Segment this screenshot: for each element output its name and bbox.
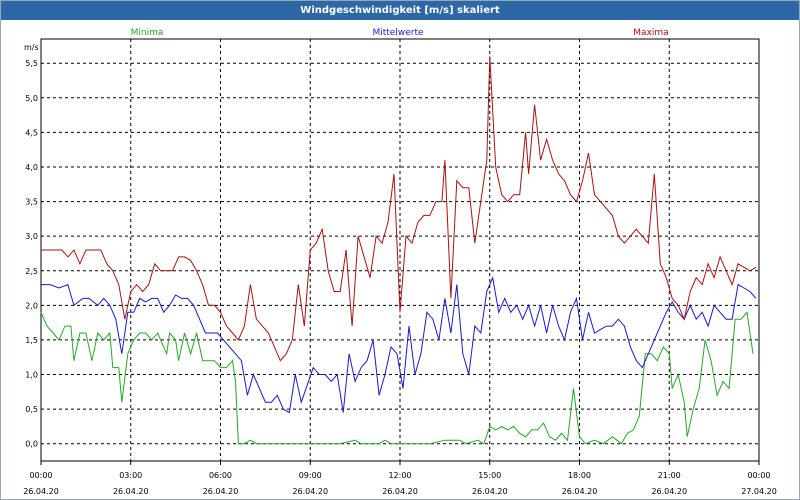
y-tick-label: 3,5 (25, 198, 38, 207)
x-axis-ticks: 00:00 26.04.20 03:00 26.04.20 06:00 26.04.20 0… (23, 461, 777, 496)
y-tick-label: 2,0 (25, 301, 38, 310)
y-tick-label: 0,0 (25, 440, 38, 449)
y-tick-label: 5,0 (25, 94, 38, 103)
x-tick-time: 12:00 (388, 471, 411, 480)
x-tick-time: 18:00 (568, 471, 591, 480)
x-tick-date: 26.04.20 (562, 487, 598, 496)
series-line-mittelwerte (41, 275, 757, 414)
y-tick-label: 4,5 (25, 128, 38, 137)
x-tick-date: 26.04.20 (472, 487, 508, 496)
x-tick-time: 03:00 (119, 471, 142, 480)
y-tick-label: 0,5 (25, 405, 38, 414)
y-tick-label: 1,0 (25, 371, 38, 380)
x-tick-time: 21:00 (658, 471, 681, 480)
x-tick-time: 09:00 (299, 471, 322, 480)
legend-maxima: Maxima (633, 28, 668, 38)
x-tick-date: 26.04.20 (113, 487, 149, 496)
y-tick-label: 3,0 (25, 232, 38, 241)
x-tick-time: 06:00 (209, 471, 232, 480)
y-axis-label: m/s (24, 43, 39, 52)
y-tick-label: 5,5 (25, 59, 38, 68)
x-tick-date: 26.04.20 (292, 487, 328, 496)
x-tick-time: 00:00 (747, 471, 770, 480)
x-tick-date: 26.04.20 (23, 487, 59, 496)
series-lines (40, 56, 757, 445)
legend: Minima Mittelwerte Maxima (131, 28, 669, 38)
series-line-maxima (41, 56, 757, 362)
legend-minima: Minima (131, 28, 164, 38)
x-tick-time: 00:00 (29, 471, 52, 480)
series-line-minima (40, 311, 754, 445)
x-tick-date: 26.04.20 (651, 487, 687, 496)
chart-title: Windgeschwindigkeit [m/s] skaliert (1, 1, 799, 20)
y-tick-label: 1,5 (25, 336, 38, 345)
legend-mittelwerte: Mittelwerte (372, 28, 423, 38)
x-tick-date: 26.04.20 (382, 487, 418, 496)
y-axis-ticks: 0,0 0,5 1,0 1,5 2,0 2,5 3,0 3,5 4,0 4,5 5,0 5,5 (25, 59, 38, 448)
x-tick-date: 26.04.20 (203, 487, 239, 496)
y-tick-label: 2,5 (25, 267, 38, 276)
y-tick-label: 4,0 (25, 163, 38, 172)
x-tick-time: 15:00 (478, 471, 501, 480)
x-tick-date: 27.04.20 (741, 487, 777, 496)
